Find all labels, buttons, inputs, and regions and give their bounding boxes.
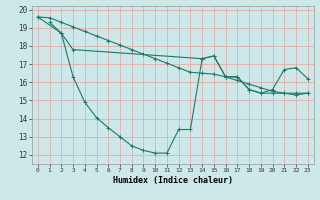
X-axis label: Humidex (Indice chaleur): Humidex (Indice chaleur): [113, 176, 233, 185]
